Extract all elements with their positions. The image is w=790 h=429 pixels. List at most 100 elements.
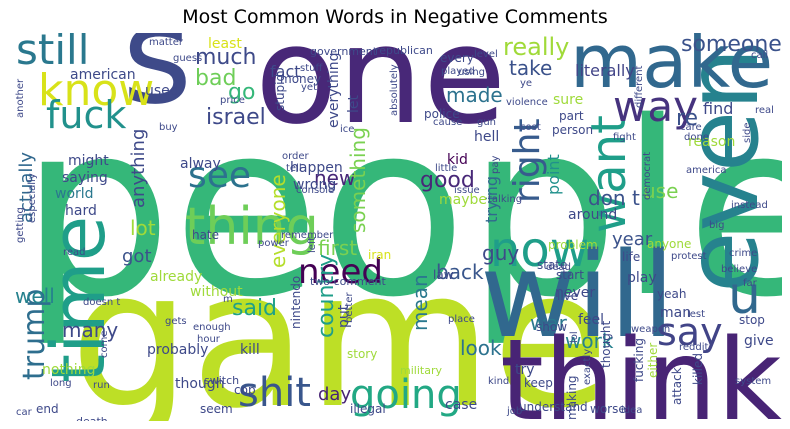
- word-wrong: wrong: [293, 177, 337, 193]
- word-back: back: [436, 260, 484, 284]
- word-play: play: [627, 270, 657, 286]
- word-take: take: [509, 56, 553, 80]
- word-state: state: [537, 258, 568, 272]
- word-say: say: [657, 310, 723, 354]
- word-never: never: [555, 285, 596, 301]
- word-year: year: [612, 229, 653, 250]
- word-death: death: [76, 416, 108, 421]
- word-console: console: [296, 185, 335, 196]
- word-sure: sure: [553, 92, 584, 108]
- word-person: person: [552, 123, 594, 137]
- word-especially: especially: [27, 173, 38, 223]
- word-yet: yet: [301, 82, 317, 93]
- word-hate: hate: [192, 228, 220, 242]
- word-story: story: [347, 347, 378, 361]
- word-now: now: [490, 222, 590, 278]
- word-game: game: [70, 229, 610, 422]
- word-remember: remember: [281, 230, 334, 241]
- word-violence: violence: [506, 97, 548, 108]
- word-done: done: [684, 132, 709, 143]
- word-problem: problem: [548, 238, 598, 252]
- word-real: real: [755, 105, 774, 116]
- word-nintendo: nintendo: [289, 275, 303, 329]
- word-israel: israel: [206, 105, 266, 130]
- word-attack: attack: [670, 367, 684, 405]
- word-around: around: [568, 207, 618, 223]
- word-country: country: [314, 253, 339, 338]
- word-far: far: [743, 278, 757, 289]
- word-part: part: [559, 109, 584, 123]
- word-someone: someone: [681, 33, 782, 57]
- word-know: know: [38, 65, 155, 116]
- word-run: run: [93, 380, 110, 391]
- word-reason: reason: [688, 134, 736, 150]
- word-believe: believe: [721, 264, 758, 275]
- word-america: america: [686, 165, 727, 176]
- word-cloud: people game one will think s even make time thing…: [10, 33, 782, 421]
- word-got: got: [122, 246, 152, 267]
- word-show: show: [536, 320, 568, 334]
- word-need: need: [298, 252, 383, 292]
- word-many: many: [62, 318, 119, 342]
- word-good: good: [420, 168, 475, 193]
- word-war: war: [530, 311, 567, 335]
- word-said: said: [232, 296, 278, 321]
- word-work: work: [565, 329, 614, 353]
- word-look: look: [460, 336, 502, 360]
- word-really: really: [503, 33, 570, 61]
- word-reddit: reddit: [679, 342, 709, 353]
- word-start: start: [556, 268, 584, 282]
- word-long: long: [50, 378, 72, 389]
- word-switch: switch: [204, 374, 240, 387]
- word-u: u: [728, 266, 761, 326]
- word-without: without: [190, 284, 243, 300]
- word-talking: talking: [488, 194, 523, 205]
- word-much: much: [195, 45, 257, 70]
- word-see: see: [188, 155, 252, 196]
- word-come: come: [99, 330, 110, 358]
- word-price: price: [220, 95, 245, 106]
- word-yeah: yeah: [657, 287, 687, 301]
- word-seem: seem: [200, 402, 233, 416]
- word-stop: stop: [739, 313, 765, 327]
- word-fight: fight: [613, 132, 636, 143]
- word-worse: worse: [590, 402, 626, 416]
- word-m: m: [223, 294, 233, 305]
- word-tell: tell: [286, 163, 302, 174]
- word-idea: idea: [621, 405, 643, 416]
- word-hard: hard: [65, 203, 97, 219]
- word-using: using: [458, 67, 486, 78]
- word-getting: getting: [15, 207, 26, 243]
- word-power: power: [258, 238, 289, 249]
- word-first: first: [318, 236, 358, 260]
- word-live: live: [557, 289, 579, 303]
- word-end: end: [36, 402, 59, 416]
- word-anything: anything: [128, 128, 149, 208]
- word-guess: guess: [173, 53, 203, 64]
- word-kill: kill: [240, 342, 260, 358]
- word-still: still: [16, 33, 90, 74]
- word-maybe: maybe: [439, 192, 488, 208]
- word-lot: lot: [130, 216, 156, 240]
- word-alway: alway: [180, 156, 221, 172]
- word-anyone: anyone: [647, 237, 692, 251]
- word-different: different: [634, 65, 645, 108]
- word-american: american: [70, 67, 136, 83]
- word-military: military: [400, 364, 442, 377]
- word-care: care: [680, 122, 702, 133]
- word-kind: kind: [488, 376, 510, 387]
- word-cause: cause: [433, 117, 463, 128]
- word-thing: thing: [185, 197, 319, 257]
- word-mean: mean: [408, 274, 432, 331]
- word-day: day: [318, 384, 352, 405]
- word-matter: matter: [149, 37, 183, 48]
- word-re: re: [676, 106, 699, 131]
- word-stupid: stupid: [273, 73, 287, 111]
- word-gets: gets: [165, 316, 187, 327]
- word-used: used: [145, 83, 179, 99]
- word-case: case: [445, 397, 478, 413]
- word-thought: thought: [599, 320, 613, 368]
- word-go: go: [228, 80, 256, 105]
- word-find: find: [703, 99, 734, 118]
- word-lol: lol: [569, 331, 580, 343]
